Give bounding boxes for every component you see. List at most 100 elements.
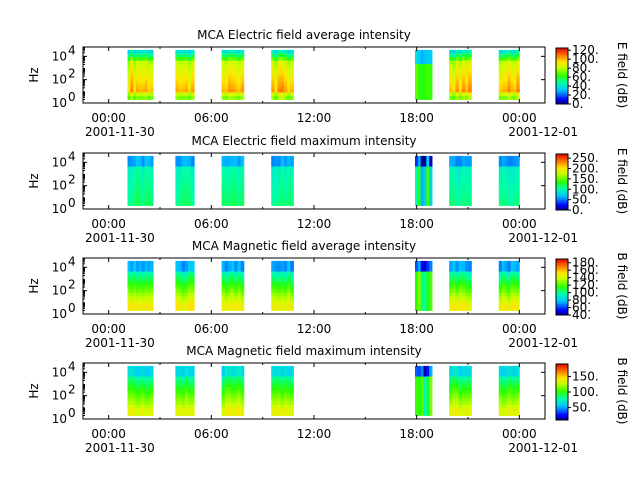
colorbar-tick-label: 200. <box>572 162 599 176</box>
spectrogram-block <box>498 155 520 206</box>
colorbar-tick-label: 120. <box>572 278 599 292</box>
y-tick-label: 10 <box>52 179 67 193</box>
colorbar-label: B field (dB) <box>615 358 629 425</box>
x-tick-label: 18:00 <box>399 322 434 336</box>
x-tick-label: 06:00 <box>194 111 229 125</box>
panel-title: MCA Magnetic field maximum intensity <box>186 344 422 358</box>
spectrogram-block <box>127 365 154 416</box>
spectrogram-block <box>271 365 294 416</box>
y-tick-label: 10 <box>52 284 67 298</box>
colorbar-tick-label: 100. <box>572 385 599 399</box>
y-tick-label: 10 <box>52 73 67 87</box>
x-tick-label: 12:00 <box>297 427 332 441</box>
colorbar: 50. 100. 150. B field (dB) <box>555 358 629 425</box>
x-tick-label: 00:00 <box>91 427 126 441</box>
panel-title: MCA Magnetic field average intensity <box>192 239 416 253</box>
x-tick-label: 12:00 <box>297 322 332 336</box>
x-tick-label: 00:00 <box>502 427 537 441</box>
x-tick-label: 00:00 <box>91 322 126 336</box>
colorbar-tick-label: 120. <box>572 43 599 57</box>
x-tick-label: 00:00 <box>502 322 537 336</box>
date-right: 2001-12-01 <box>508 231 578 245</box>
y-axis-label: Hz <box>27 278 41 293</box>
spectrogram-block <box>127 49 154 100</box>
x-tick-label: 00:00 <box>502 111 537 125</box>
x-tick-label: 18:00 <box>399 427 434 441</box>
x-tick-label: 06:00 <box>194 217 229 231</box>
colorbar: 40.60.80.100.120.140.160.180. B field (dB… <box>555 253 629 322</box>
date-left: 2001-11-30 <box>85 125 155 139</box>
x-tick-label: 18:00 <box>399 111 434 125</box>
spectrogram-block <box>221 260 245 311</box>
colorbar-label: E field (dB) <box>615 148 629 214</box>
spectrogram-block <box>498 260 520 311</box>
y-tick-exponent: 2 <box>68 383 76 397</box>
y-tick-exponent: 0 <box>68 196 76 210</box>
date-right: 2001-12-01 <box>508 336 578 350</box>
y-tick-label: 10 <box>52 389 67 403</box>
spectrogram-block <box>449 260 472 311</box>
spectrogram-block <box>414 260 433 311</box>
spectrogram-block <box>449 155 472 206</box>
panel-title: MCA Electric field average intensity <box>197 28 411 42</box>
spectrogram-block <box>414 365 433 416</box>
colorbar-tick-label: 80. <box>572 61 591 75</box>
date-right: 2001-12-01 <box>508 441 578 455</box>
colorbar-tick-label: 100. <box>572 52 599 66</box>
colorbar-tick-label: 60. <box>572 301 591 315</box>
colorbar-tick-label: 150. <box>572 369 599 383</box>
y-tick-label: 10 <box>52 155 67 169</box>
x-tick-label: 00:00 <box>91 217 126 231</box>
spectrogram-block <box>175 365 195 416</box>
colorbar-tick-label: 40. <box>572 79 591 93</box>
colorbar-tick-label: 250. <box>572 151 599 165</box>
spectrogram-block <box>175 49 195 100</box>
spectrogram-block <box>175 155 195 206</box>
colorbar-tick-label: 100. <box>572 182 599 196</box>
colorbar-tick-label: 160. <box>572 263 599 277</box>
y-tick-label: 10 <box>52 49 67 63</box>
x-tick-label: 00:00 <box>91 111 126 125</box>
spectrogram-block <box>127 155 154 206</box>
x-tick-label: 06:00 <box>194 427 229 441</box>
colorbar-tick-label: 80. <box>572 293 591 307</box>
spectrogram-block <box>271 49 294 100</box>
spectrogram-block <box>175 260 195 311</box>
panel-title: MCA Electric field maximum intensity <box>191 134 416 148</box>
y-tick-label: 10 <box>52 260 67 274</box>
x-tick-label: 00:00 <box>502 217 537 231</box>
y-axis-label: Hz <box>27 173 41 188</box>
date-right: 2001-12-01 <box>508 125 578 139</box>
y-tick-exponent: 4 <box>68 359 76 373</box>
spectrogram-block <box>221 365 245 416</box>
colorbar-tick-label: 20. <box>572 88 591 102</box>
colorbar-tick-label: 0. <box>572 203 583 217</box>
spectrogram-block <box>414 49 433 100</box>
y-tick-exponent: 4 <box>68 149 76 163</box>
spectrogram-block <box>271 155 294 206</box>
colorbar-tick-label: 150. <box>572 172 599 186</box>
colorbar-tick-label: 40. <box>572 308 591 322</box>
colorbar-tick-label: 50. <box>572 193 591 207</box>
spectrogram-block <box>498 49 520 100</box>
colorbar-tick-label: 60. <box>572 70 591 84</box>
spectrogram-block <box>221 49 245 100</box>
colorbar-tick-label: 100. <box>572 286 599 300</box>
y-tick-exponent: 2 <box>68 278 76 292</box>
spectrogram-block <box>221 155 245 206</box>
y-tick-exponent: 0 <box>68 90 76 104</box>
y-tick-label: 10 <box>52 307 67 321</box>
y-axis-label: Hz <box>27 67 41 82</box>
y-tick-exponent: 4 <box>68 43 76 57</box>
colorbar-tick-label: 0. <box>572 97 583 111</box>
colorbar-label: B field (dB) <box>615 253 629 320</box>
date-left: 2001-11-30 <box>85 441 155 455</box>
y-axis-label: Hz <box>27 383 41 398</box>
spectrogram-block <box>449 49 472 100</box>
y-tick-exponent: 2 <box>68 173 76 187</box>
x-tick-label: 18:00 <box>399 217 434 231</box>
y-tick-label: 10 <box>52 202 67 216</box>
